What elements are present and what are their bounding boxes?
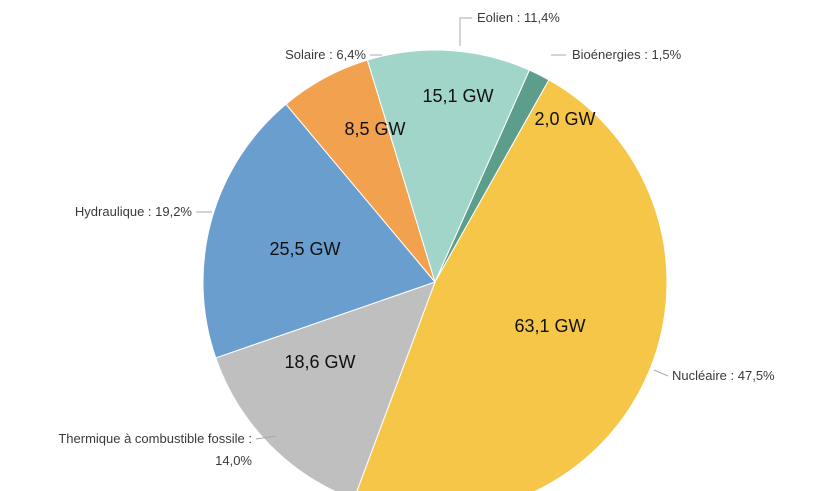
value-label: 8,5 GW [344, 119, 405, 139]
value-label: 25,5 GW [269, 239, 340, 259]
value-label: 18,6 GW [284, 352, 355, 372]
leader-line [459, 17, 472, 46]
category-label: Nucléaire : 47,5% [672, 368, 775, 383]
pie-slice [356, 79, 668, 491]
pie-slice [215, 281, 436, 491]
value-label: 2,0 GW [534, 109, 595, 129]
pie-slice [366, 49, 531, 284]
category-label: Thermique à combustible fossile : 14,0% [58, 431, 252, 468]
category-label: Bioénergies : 1,5% [572, 47, 682, 62]
value-label: 63,1 GW [514, 316, 585, 336]
category-label: Solaire : 6,4% [285, 47, 366, 62]
category-label: Eolien : 11,4% [477, 10, 560, 25]
leader-line [255, 435, 277, 440]
leader-line [653, 369, 669, 377]
pie-slice [202, 103, 436, 359]
value-label: 15,1 GW [422, 86, 493, 106]
category-label: Hydraulique : 19,2% [74, 204, 192, 219]
